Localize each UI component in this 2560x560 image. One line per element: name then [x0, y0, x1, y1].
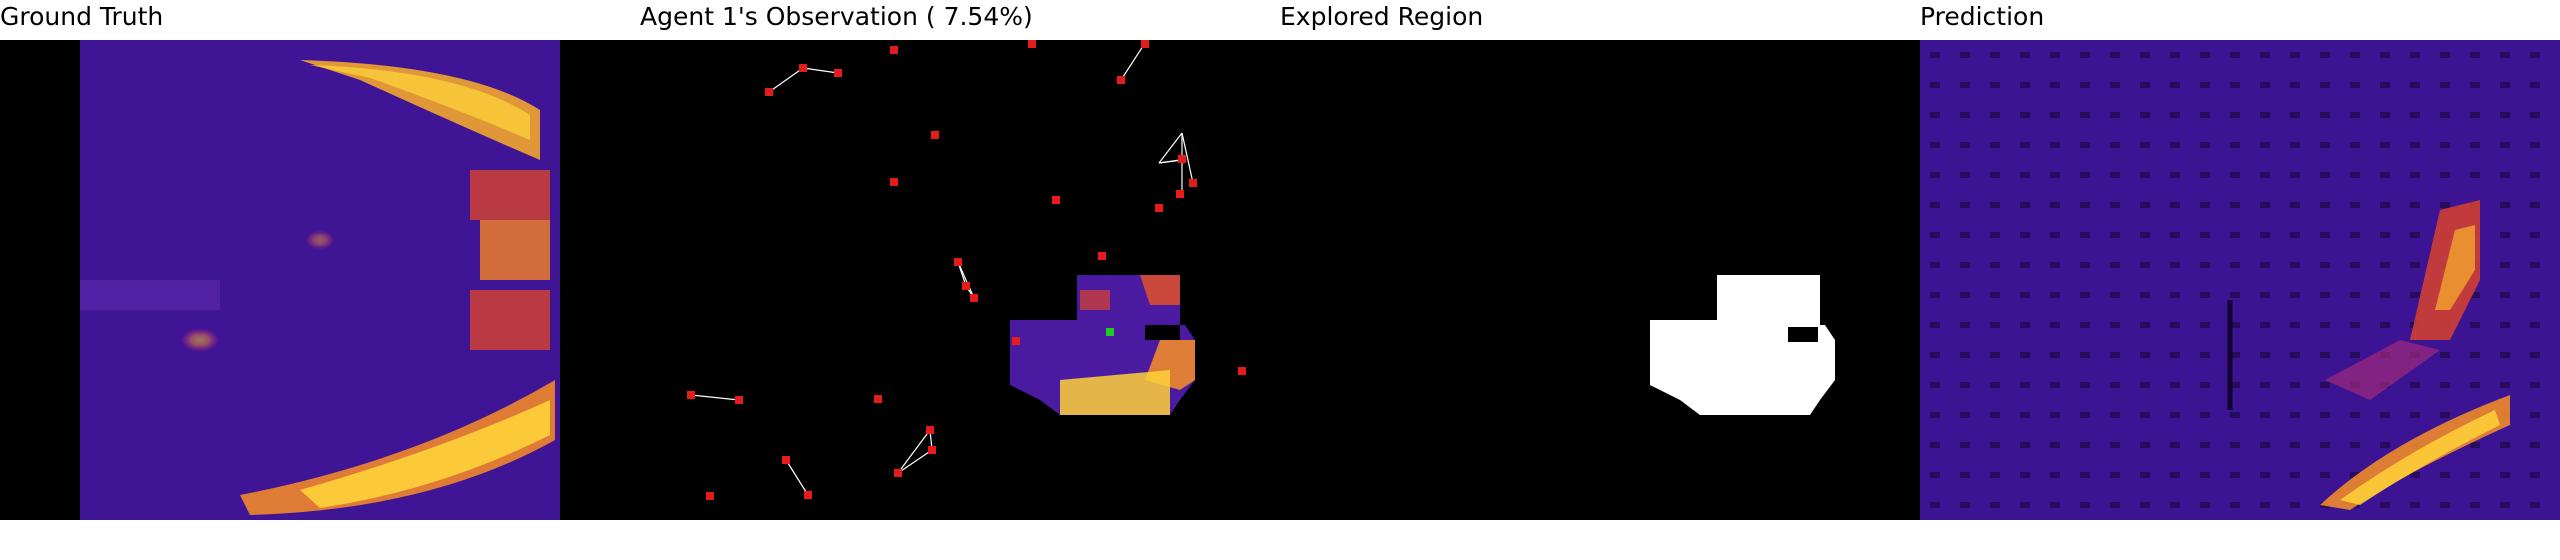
- agent-marker: [1178, 155, 1186, 163]
- explored-region-mask: [1650, 275, 1835, 415]
- observation-map: [687, 40, 1246, 500]
- agent-marker: [834, 69, 842, 77]
- agent-marker: [890, 46, 898, 54]
- observation-title: Agent 1's Observation ( 7.54%): [640, 2, 1033, 31]
- agent-marker: [926, 426, 934, 434]
- agent-markers: [687, 40, 1246, 500]
- agent-marker: [782, 456, 790, 464]
- observed-patch: [1010, 275, 1195, 415]
- agent-marker: [735, 396, 743, 404]
- explored-region-title: Explored Region: [1280, 2, 1484, 31]
- prediction-heatmap: [1920, 40, 2560, 520]
- agent-marker: [804, 491, 812, 499]
- agent-marker: [931, 131, 939, 139]
- agent-marker: [962, 282, 970, 290]
- agent-marker: [706, 492, 714, 500]
- observation-panel: [640, 40, 1280, 520]
- prediction-panel: [1920, 40, 2560, 520]
- agent-marker: [1028, 40, 1036, 48]
- agent-marker: [765, 88, 773, 96]
- explored-region-panel: [1280, 40, 1920, 520]
- agent-marker: [687, 391, 695, 399]
- agent-marker: [874, 395, 882, 403]
- agent-marker: [1012, 337, 1020, 345]
- agent-marker: [1176, 190, 1184, 198]
- agent-links: [690, 42, 1194, 496]
- prediction-title: Prediction: [1920, 2, 2045, 31]
- ground-truth-heatmap: [0, 40, 640, 520]
- agent-marker: [1141, 40, 1149, 48]
- agent-marker: [1052, 196, 1060, 204]
- agent-marker: [970, 294, 978, 302]
- agent-marker: [1189, 179, 1197, 187]
- agent-marker: [1117, 76, 1125, 84]
- agent-marker: [1098, 252, 1106, 260]
- agent-marker: [1155, 204, 1163, 212]
- agent-marker: [894, 469, 902, 477]
- self-agent-marker: [1106, 328, 1114, 336]
- agent-marker: [928, 446, 936, 454]
- agent-marker: [954, 258, 962, 266]
- ground-truth-title: Ground Truth: [0, 2, 164, 31]
- ground-truth-panel: [0, 40, 640, 520]
- agent-marker: [1238, 367, 1246, 375]
- agent-marker: [890, 178, 898, 186]
- agent-marker: [799, 64, 807, 72]
